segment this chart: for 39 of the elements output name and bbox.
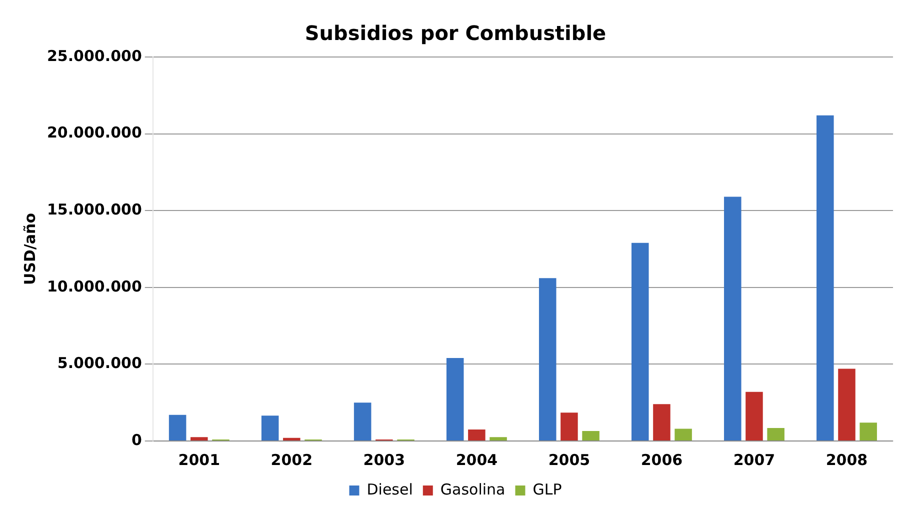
bar — [283, 438, 300, 440]
y-tick-label: 15.000.000 — [46, 200, 142, 218]
bar — [538, 278, 556, 440]
y-tick-label: 25.000.000 — [46, 46, 142, 65]
bar — [631, 242, 649, 440]
bar — [190, 437, 208, 440]
bar — [746, 392, 763, 440]
bar — [653, 404, 670, 440]
bar — [468, 429, 486, 440]
bar — [860, 422, 877, 440]
bar — [674, 428, 692, 440]
bar — [446, 358, 464, 440]
y-tick-label: 20.000.000 — [46, 124, 142, 142]
y-tick-label: 5.000.000 — [57, 354, 142, 372]
bar — [560, 412, 578, 440]
x-tick-label: 2008 — [826, 450, 868, 469]
bar — [724, 196, 742, 440]
legend-label: GLP — [532, 480, 562, 498]
bar — [838, 368, 856, 440]
x-tick-label: 2007 — [733, 450, 776, 469]
x-tick-label: 2004 — [456, 450, 498, 469]
y-tick-label: 10.000.000 — [46, 277, 142, 296]
legend-label: Diesel — [366, 480, 413, 498]
bar — [490, 437, 507, 440]
chart-title: Subsidios por Combustible — [304, 21, 606, 46]
y-axis-title: USD/año — [20, 212, 39, 286]
bar — [168, 414, 186, 440]
bar — [767, 428, 784, 440]
x-tick-label: 2006 — [640, 450, 683, 469]
x-tick-label: 2005 — [548, 450, 590, 469]
y-tick-label: 0 — [131, 430, 142, 449]
bar — [816, 115, 834, 440]
bar — [582, 431, 600, 440]
x-tick-label: 2003 — [363, 450, 406, 469]
legend-label: Gasolina — [440, 480, 506, 498]
bar — [261, 416, 279, 440]
bar — [354, 402, 372, 440]
x-tick-label: 2002 — [270, 450, 313, 469]
x-tick-label: 2001 — [178, 450, 220, 469]
